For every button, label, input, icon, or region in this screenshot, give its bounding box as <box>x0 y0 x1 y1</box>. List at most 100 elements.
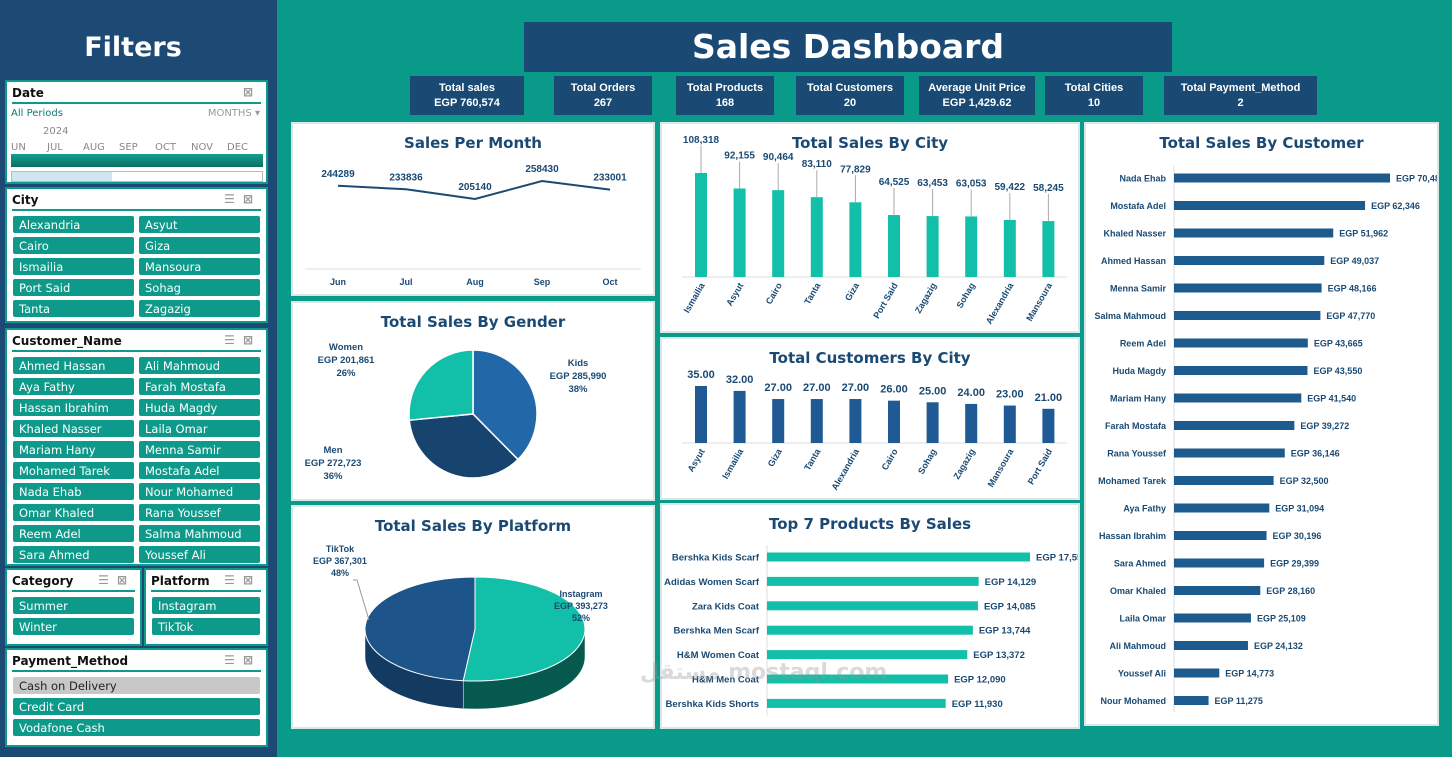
slicer-item[interactable]: Farah Mostafa <box>138 377 261 396</box>
slicer-item[interactable]: Sara Ahmed <box>12 545 135 564</box>
kpi-value: 10 <box>1087 97 1101 109</box>
slicer-item[interactable]: Credit Card <box>12 697 261 716</box>
slicer-item[interactable]: Menna Samir <box>138 440 261 459</box>
bar <box>767 625 973 635</box>
x-tick-label: Zagazig <box>913 281 938 315</box>
data-label: 83,110 <box>802 159 832 170</box>
multi-select-icon[interactable]: ☰ <box>98 573 117 587</box>
y-tick-label: Huda Magdy <box>1112 366 1166 376</box>
slice-name: Men <box>324 445 343 456</box>
clear-filter-icon[interactable]: ⊠ <box>242 653 261 667</box>
slice-percent: 48% <box>331 568 349 578</box>
slicer-item[interactable]: Port Said <box>12 278 135 297</box>
x-tick-label: Zagazig <box>952 447 977 481</box>
slicer-item[interactable]: Cairo <box>12 236 135 255</box>
bar <box>1174 366 1308 375</box>
slicer-item[interactable]: Mostafa Adel <box>138 461 261 480</box>
bar <box>1174 531 1267 540</box>
slicer-item[interactable]: Reem Adel <box>12 524 135 543</box>
multi-select-icon[interactable]: ☰ <box>224 653 243 667</box>
slicer-item[interactable]: Ismailia <box>12 257 135 276</box>
kpi-value: 20 <box>843 97 857 109</box>
y-tick-label: Farah Mostafa <box>1105 421 1167 431</box>
slicer-item[interactable]: Nada Ehab <box>12 482 135 501</box>
slice-value: EGP 201,861 <box>318 355 376 366</box>
bar <box>695 386 707 443</box>
y-tick-label: Mohamed Tarek <box>1098 476 1167 486</box>
kpi-label: Average Unit Price <box>928 82 1026 94</box>
data-label: EGP 25,109 <box>1257 614 1306 624</box>
data-label: EGP 14,085 <box>984 601 1036 612</box>
kpi-label: Total Cities <box>1064 82 1124 94</box>
slicer-item[interactable]: Mariam Hany <box>12 440 135 459</box>
slicer-item[interactable]: Ahmed Hassan <box>12 356 135 375</box>
slicer-item[interactable]: Summer <box>12 596 135 615</box>
slicer-item[interactable]: Khaled Nasser <box>12 419 135 438</box>
slicer-item[interactable]: Giza <box>138 236 261 255</box>
slicer-item[interactable]: Nour Mohamed <box>138 482 261 501</box>
slicer-item[interactable]: Vodafone Cash <box>12 718 261 737</box>
multi-select-icon[interactable]: ☰ <box>224 573 243 587</box>
clear-filter-icon[interactable]: ⊠ <box>242 85 261 99</box>
slicer-item[interactable]: Asyut <box>138 215 261 234</box>
data-label: 63,053 <box>956 178 987 189</box>
data-label: 27.00 <box>764 382 792 394</box>
clear-filter-icon[interactable]: ⊠ <box>116 573 135 587</box>
slicer-item[interactable]: Mansoura <box>138 257 261 276</box>
data-label: EGP 62,346 <box>1371 201 1420 211</box>
slicer-item[interactable]: Youssef Ali <box>138 545 261 564</box>
slicer-item[interactable]: Ali Mahmoud <box>138 356 261 375</box>
slicer-item[interactable]: Sohag <box>138 278 261 297</box>
slicer-item[interactable]: Aya Fathy <box>12 377 135 396</box>
slice-value: EGP 272,723 <box>305 458 362 469</box>
slicer-item[interactable]: Cash on Delivery <box>12 676 261 695</box>
slicer-item[interactable]: TikTok <box>151 617 261 636</box>
clear-filter-icon[interactable]: ⊠ <box>242 192 261 206</box>
clear-filter-icon[interactable]: ⊠ <box>242 573 261 587</box>
multi-select-icon[interactable]: ☰ <box>224 192 243 206</box>
x-tick-label: Cairo <box>764 281 784 306</box>
slicer-item[interactable]: Rana Youssef <box>138 503 261 522</box>
sales-by-customer-panel: Total Sales By Customer EGP 70,482 Nada Eh… <box>1084 122 1445 726</box>
y-tick-label: Bershka Kids Shorts <box>666 699 759 710</box>
data-label: EGP 30,196 <box>1273 531 1322 541</box>
timeline-bar[interactable] <box>11 154 263 167</box>
slicer-item[interactable]: Salma Mahmoud <box>138 524 261 543</box>
x-tick-label: Giza <box>766 446 785 468</box>
platform-slicer: Platform ☰⊠ Instagram TikTok <box>144 568 268 646</box>
clear-filter-icon[interactable]: ⊠ <box>242 333 261 347</box>
data-label: EGP 49,037 <box>1330 256 1379 266</box>
pie-slice-kids <box>472 349 538 461</box>
y-tick-label: Bershka Kids Scarf <box>672 553 760 564</box>
filters-title: Filters <box>84 32 182 63</box>
slicer-item[interactable]: Hassan Ibrahim <box>12 398 135 417</box>
slicer-item[interactable]: Instagram <box>151 596 261 615</box>
all-periods-label: All Periods <box>11 108 63 119</box>
data-label: 23.00 <box>996 389 1024 401</box>
kpi-card: Total Cities 10 <box>1045 76 1143 115</box>
slicer-item[interactable]: Mohamed Tarek <box>12 461 135 480</box>
bar <box>849 202 862 277</box>
timeline-scrollbar[interactable] <box>11 171 263 182</box>
slicer-item[interactable]: Alexandria <box>12 215 135 234</box>
leader-line <box>353 579 370 621</box>
slicer-item[interactable]: Omar Khaled <box>12 503 135 522</box>
slicer-item[interactable]: Huda Magdy <box>138 398 261 417</box>
data-label: 244289 <box>321 169 355 180</box>
x-tick-label: Asyut <box>686 447 707 474</box>
bar <box>733 188 746 277</box>
bar <box>965 403 978 443</box>
slicer-item[interactable]: Tanta <box>12 299 135 318</box>
x-tick-label: Oct <box>602 277 617 287</box>
slice-name: Instagram <box>559 589 602 599</box>
time-level-dropdown[interactable]: MONTHS ▾ <box>207 108 260 119</box>
slicer-item[interactable]: Laila Omar <box>138 419 261 438</box>
sales-by-city-panel: Total Sales By City 108,318 Ismailia 92,155… <box>660 122 1080 333</box>
data-label: 59,422 <box>995 182 1026 193</box>
x-tick-label: Sep <box>534 277 551 287</box>
year-label: 2024 <box>43 126 69 137</box>
slicer-item[interactable]: Zagazig <box>138 299 261 318</box>
slicer-item[interactable]: Winter <box>12 617 135 636</box>
data-label: EGP 29,399 <box>1270 559 1319 569</box>
multi-select-icon[interactable]: ☰ <box>224 333 243 347</box>
